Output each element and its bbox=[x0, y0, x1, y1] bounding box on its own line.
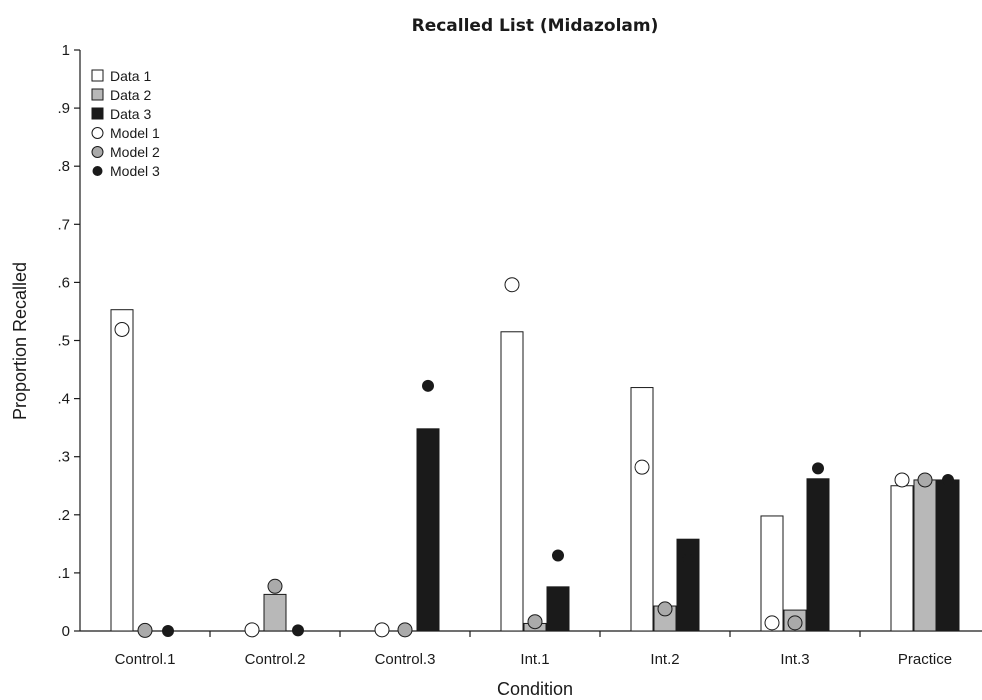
model-point bbox=[657, 601, 673, 617]
model-point bbox=[292, 624, 304, 637]
x-ticks: Control.1 Control.2 Control.3 Int.1 Int.2 Int… bbox=[115, 631, 952, 668]
model-point bbox=[787, 615, 803, 631]
model-point bbox=[552, 549, 564, 562]
model-point bbox=[267, 578, 283, 594]
bar bbox=[936, 479, 960, 632]
model-point bbox=[527, 614, 543, 630]
model-point bbox=[374, 622, 390, 638]
y-tick-label: .2 bbox=[57, 507, 70, 524]
legend-marker bbox=[92, 166, 103, 176]
model-point bbox=[137, 622, 153, 638]
x-tick-label: Control.3 bbox=[375, 651, 436, 668]
legend-swatch bbox=[91, 69, 104, 82]
bar bbox=[676, 538, 700, 632]
model-point bbox=[634, 459, 650, 475]
bars bbox=[110, 309, 960, 632]
x-tick-label: Int.2 bbox=[650, 651, 679, 668]
y-tick-label: .8 bbox=[57, 158, 70, 175]
model-point bbox=[894, 472, 910, 488]
legend-label: Model 3 bbox=[110, 163, 160, 179]
bar bbox=[630, 387, 654, 632]
model-point bbox=[504, 277, 520, 293]
y-tick-label: .4 bbox=[57, 391, 70, 408]
bar bbox=[913, 479, 937, 632]
legend-marker bbox=[91, 127, 104, 139]
y-tick-label: .9 bbox=[57, 100, 70, 117]
model-point bbox=[244, 622, 260, 638]
y-tick-label: 0 bbox=[62, 623, 70, 640]
model-point bbox=[397, 622, 413, 638]
bar bbox=[546, 586, 570, 632]
model-point bbox=[162, 625, 174, 637]
y-axis-label: Proportion Recalled bbox=[10, 262, 30, 420]
bar bbox=[806, 478, 830, 632]
x-tick-label: Practice bbox=[898, 651, 952, 668]
legend-label: Model 2 bbox=[110, 144, 160, 160]
model-point bbox=[764, 615, 780, 631]
model-point bbox=[917, 472, 933, 488]
bar bbox=[263, 593, 287, 632]
model-point bbox=[812, 462, 824, 475]
x-axis-label: Condition bbox=[497, 679, 573, 699]
y-tick-label: .7 bbox=[57, 216, 70, 233]
x-tick-label: Int.1 bbox=[520, 651, 549, 668]
y-tick-label: .1 bbox=[57, 565, 70, 582]
bar bbox=[110, 309, 134, 632]
y-tick-label: .6 bbox=[57, 274, 70, 291]
x-tick-label: Control.2 bbox=[245, 651, 306, 668]
legend-marker bbox=[91, 146, 104, 158]
y-tick-label: .3 bbox=[57, 449, 70, 466]
legend-swatch bbox=[91, 107, 104, 120]
legend-label: Data 3 bbox=[110, 106, 151, 122]
bar bbox=[416, 428, 440, 632]
legend-label: Data 2 bbox=[110, 87, 151, 103]
y-tick-label: .5 bbox=[57, 333, 70, 350]
bar bbox=[760, 515, 784, 632]
axes bbox=[79, 50, 982, 632]
model-point bbox=[114, 321, 130, 337]
legend: Data 1 Data 2 Data 3 Model 1 Model 2 Model 3 bbox=[91, 68, 160, 179]
bar bbox=[890, 485, 914, 632]
model-points bbox=[114, 277, 954, 638]
y-ticks: 0 .1 .2 .3 .4 .5 .6 .7 .8 .9 1 bbox=[57, 42, 80, 640]
legend-label: Data 1 bbox=[110, 68, 151, 84]
bar bbox=[500, 331, 524, 632]
x-tick-label: Control.1 bbox=[115, 651, 176, 668]
x-tick-label: Int.3 bbox=[780, 651, 809, 668]
legend-swatch bbox=[91, 88, 104, 101]
model-point bbox=[682, 553, 694, 566]
model-point bbox=[422, 379, 434, 392]
legend-label: Model 1 bbox=[110, 125, 160, 141]
chart-title: Recalled List (Midazolam) bbox=[412, 16, 659, 36]
y-tick-label: 1 bbox=[62, 42, 70, 59]
model-point bbox=[942, 473, 954, 486]
